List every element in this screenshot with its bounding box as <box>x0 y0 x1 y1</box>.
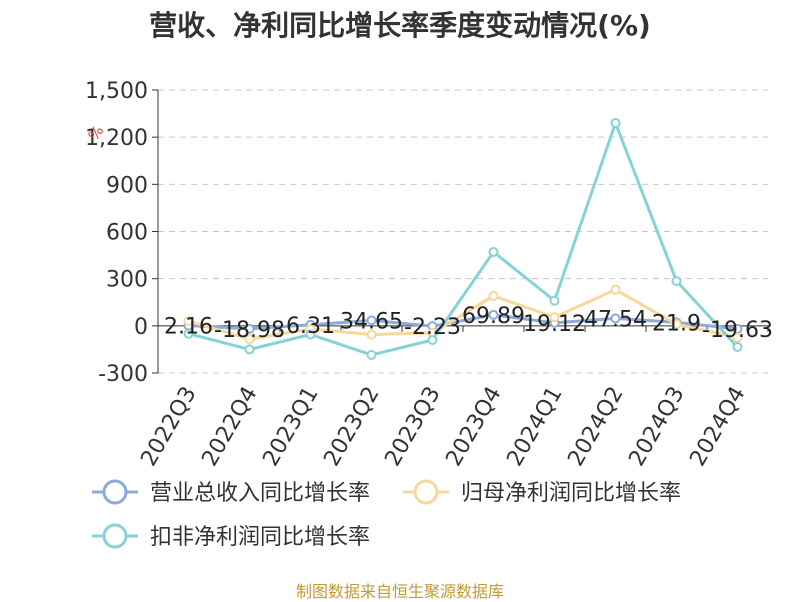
data-point <box>305 329 316 340</box>
data-label: 34.65 <box>340 309 403 334</box>
data-point <box>366 315 377 326</box>
legend-label: 归母净利润同比增长率 <box>461 481 681 506</box>
data-point <box>732 332 743 343</box>
data-point <box>244 334 255 345</box>
y-tick-label: 0 <box>134 315 148 340</box>
data-point <box>732 342 743 353</box>
x-tick-label: 2024Q1 <box>502 383 567 471</box>
data-point <box>366 329 377 340</box>
data-point <box>549 312 560 323</box>
data-point <box>488 309 499 320</box>
data-label: 69.89 <box>462 304 525 329</box>
data-label: 19.12 <box>523 312 586 337</box>
legend-item-1: 营业总收入同比增长率 <box>92 479 370 506</box>
legend-marker <box>413 479 439 505</box>
data-label: -2.23 <box>404 315 461 340</box>
data-point <box>183 328 194 339</box>
data-point <box>610 118 621 129</box>
x-tick-label: 2023Q1 <box>258 383 323 471</box>
data-point <box>488 290 499 301</box>
data-source-note: 制图数据来自恒生聚源数据库 <box>295 582 504 601</box>
data-label: -19.63 <box>702 318 773 343</box>
series-lines <box>183 118 743 360</box>
x-tick-label: 2023Q3 <box>380 383 445 471</box>
legend-item-3: 扣非净利润同比增长率 <box>92 523 370 550</box>
x-tick-label: 2024Q2 <box>563 383 628 471</box>
data-label: -18.98 <box>214 318 285 343</box>
y-tick-label: 600 <box>106 221 148 246</box>
legend-item-2: 归母净利润同比增长率 <box>403 479 681 506</box>
series-line-2 <box>188 288 738 341</box>
data-label: 6.31 <box>286 314 335 339</box>
x-tick-label: 2024Q4 <box>685 383 750 471</box>
data-point <box>549 295 560 306</box>
x-tick-label: 2023Q4 <box>441 383 506 471</box>
data-point <box>488 246 499 257</box>
x-tick-label: 2022Q4 <box>197 383 262 471</box>
data-label: 47.54 <box>584 307 647 332</box>
data-label: 21.9 <box>652 311 701 336</box>
y-tick-label: -300 <box>98 362 148 387</box>
legend-marker <box>102 523 128 549</box>
data-point <box>244 344 255 355</box>
data-point <box>366 349 377 360</box>
data-point <box>427 334 438 345</box>
data-point <box>183 316 194 327</box>
legend-label: 营业总收入同比增长率 <box>150 481 370 506</box>
y-tick-label: 1,200 <box>85 126 148 151</box>
axes: 1,5001,2009006003000-300%2022Q32022Q4202… <box>85 79 769 471</box>
y-tick-label: 900 <box>106 173 148 198</box>
series-line-1 <box>188 313 738 331</box>
y-tick-label: 300 <box>106 268 148 293</box>
grid-lines <box>158 89 768 374</box>
data-point <box>610 284 621 295</box>
x-tick-label: 2023Q2 <box>319 383 384 471</box>
data-point <box>244 323 255 334</box>
data-point <box>610 313 621 324</box>
data-point <box>671 276 682 287</box>
legend-marker <box>102 479 128 505</box>
chart-title: 营收、净利同比增长率季度变动情况(%) <box>149 9 651 42</box>
x-tick-label: 2024Q3 <box>624 383 689 471</box>
data-label: 2.16 <box>164 314 213 339</box>
y-tick-label: 1,500 <box>85 79 148 104</box>
x-tick-label: 2022Q3 <box>136 383 201 471</box>
legend-label: 扣非净利润同比增长率 <box>150 525 370 550</box>
data-point <box>671 319 682 330</box>
series-line-3 <box>188 121 739 357</box>
